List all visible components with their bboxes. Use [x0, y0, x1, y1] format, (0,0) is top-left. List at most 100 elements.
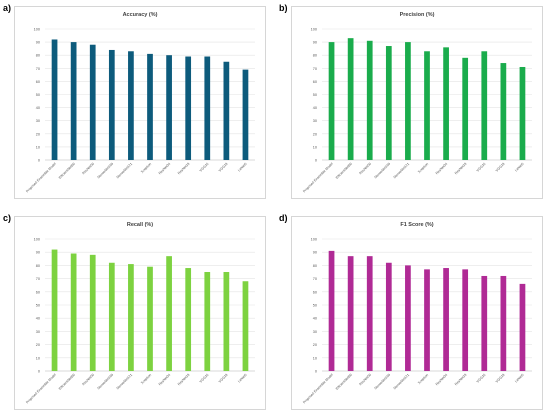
bar-chart: 0 10 20 30 40 50 60 70 80 90 100 Proposed Ensemble … — [302, 238, 532, 405]
y-tick-label: 0 — [315, 159, 317, 163]
y-tick-label: 80 — [36, 264, 40, 268]
bar — [405, 265, 411, 371]
bar — [481, 51, 488, 160]
bar — [223, 272, 230, 371]
y-tick-label: 30 — [313, 119, 317, 123]
x-tick-label: ResNet34 — [158, 162, 172, 176]
bar — [385, 262, 392, 371]
y-tick-label: 60 — [36, 80, 40, 84]
bar — [128, 264, 134, 371]
bar — [519, 283, 526, 371]
y-tick-label: 40 — [36, 106, 40, 110]
x-tick-label: VGG19 — [495, 162, 506, 173]
y-tick-label: 30 — [36, 119, 40, 123]
y-tick-label: 50 — [313, 304, 317, 308]
x-tick-label: VGG19 — [218, 373, 229, 384]
x-tick-label: DenseNet169 — [374, 162, 392, 180]
y-tick-label: 70 — [36, 277, 40, 281]
bar — [328, 250, 335, 371]
bar — [385, 46, 392, 160]
bar — [185, 56, 192, 161]
bar — [204, 272, 211, 371]
x-tick-label: ResNet34 — [435, 373, 449, 387]
y-tick-label: 10 — [36, 356, 40, 360]
x-tick-label: LeNet5 — [237, 162, 248, 173]
x-tick-label: ResNet34 — [158, 373, 172, 387]
x-tick-label: EfficientNetB0 — [58, 162, 76, 180]
y-tick-label: 10 — [313, 145, 317, 149]
chart-title: F1 Score (%) — [400, 222, 434, 228]
bar — [242, 69, 249, 160]
x-tick-label: VGG16 — [199, 162, 210, 173]
x-tick-label: Proposed Ensemble Model — [25, 162, 57, 194]
bar — [70, 253, 77, 371]
x-tick-label: ResNet50 — [81, 373, 95, 387]
bar — [328, 42, 335, 160]
y-tick-label: 100 — [311, 238, 317, 242]
bar — [108, 262, 115, 371]
x-tick-label: EfficientNetB0 — [58, 373, 76, 391]
bar — [424, 269, 430, 371]
x-tick-label: VGG19 — [495, 373, 506, 384]
x-tick-label: VGG16 — [199, 373, 210, 384]
y-tick-label: 50 — [313, 93, 317, 97]
chart-title: Recall (%) — [126, 222, 154, 228]
x-tick-label: DenseNet169 — [97, 373, 115, 391]
y-tick-label: 70 — [36, 67, 40, 71]
y-tick-label: 0 — [315, 370, 317, 374]
panel-d-chart: F1 Score (%) 0 10 20 30 40 50 60 70 80 90 100 Propo… — [291, 216, 543, 410]
x-tick-label: Xception — [140, 162, 152, 174]
bar — [185, 268, 192, 371]
y-tick-label: 30 — [36, 330, 40, 334]
y-tick-label: 100 — [34, 28, 40, 32]
bar-chart: 0 10 20 30 40 50 60 70 80 90 100 Proposed Ensemble … — [302, 28, 532, 193]
panel-a-chart: Accuracy (%) 0 10 20 30 40 50 60 70 80 90 100 Propo… — [14, 6, 266, 199]
bar — [462, 57, 469, 160]
y-tick-label: 0 — [38, 370, 40, 374]
x-tick-label: Proposed Ensemble Model — [302, 373, 334, 405]
chart-title: Accuracy (%) — [122, 12, 158, 18]
x-tick-label: DenseNet121 — [393, 162, 411, 180]
y-tick-label: 20 — [36, 132, 40, 136]
y-tick-label: 80 — [313, 54, 317, 58]
bar — [166, 55, 172, 161]
y-tick-label: 20 — [313, 132, 317, 136]
bar — [500, 275, 507, 371]
y-tick-label: 90 — [313, 41, 317, 45]
bar — [481, 275, 488, 371]
bar-chart: 0 10 20 30 40 50 60 70 80 90 100 Proposed Ensemble … — [25, 28, 255, 194]
bar — [89, 44, 96, 160]
y-tick-label: 0 — [38, 159, 40, 163]
y-tick-label: 40 — [36, 317, 40, 321]
x-tick-label: Xception — [417, 373, 429, 385]
panel-a-letter: a) — [3, 3, 12, 13]
panel-b-chart: Precision (%) 0 10 20 30 40 50 60 70 80 90 100 Prop… — [291, 6, 543, 199]
x-tick-label: ResNet50 — [358, 373, 372, 387]
x-tick-label: EfficientNetB0 — [335, 162, 353, 180]
x-tick-label: LeNet5 — [514, 373, 525, 384]
y-tick-label: 50 — [36, 93, 40, 97]
x-tick-label: DenseNet121 — [116, 373, 134, 391]
bar — [147, 53, 153, 160]
bar — [51, 249, 58, 371]
y-tick-label: 100 — [311, 28, 317, 32]
bar — [500, 63, 507, 161]
x-tick-label: DenseNet169 — [374, 373, 392, 391]
x-tick-label: ResNet50 — [81, 162, 95, 176]
y-tick-label: 60 — [313, 290, 317, 294]
bar — [223, 61, 230, 160]
bar — [128, 51, 134, 160]
y-tick-label: 90 — [36, 251, 40, 255]
x-tick-label: DenseNet169 — [97, 162, 115, 180]
y-tick-label: 60 — [313, 80, 317, 84]
y-tick-label: 10 — [36, 145, 40, 149]
x-tick-label: DenseNet121 — [393, 373, 411, 391]
y-tick-label: 60 — [36, 290, 40, 294]
bar — [366, 256, 373, 371]
y-tick-label: 90 — [36, 41, 40, 45]
x-tick-label: ResNet18 — [177, 162, 191, 176]
y-tick-label: 80 — [313, 264, 317, 268]
bar — [89, 254, 96, 371]
y-tick-label: 10 — [313, 356, 317, 360]
bar — [443, 47, 449, 161]
